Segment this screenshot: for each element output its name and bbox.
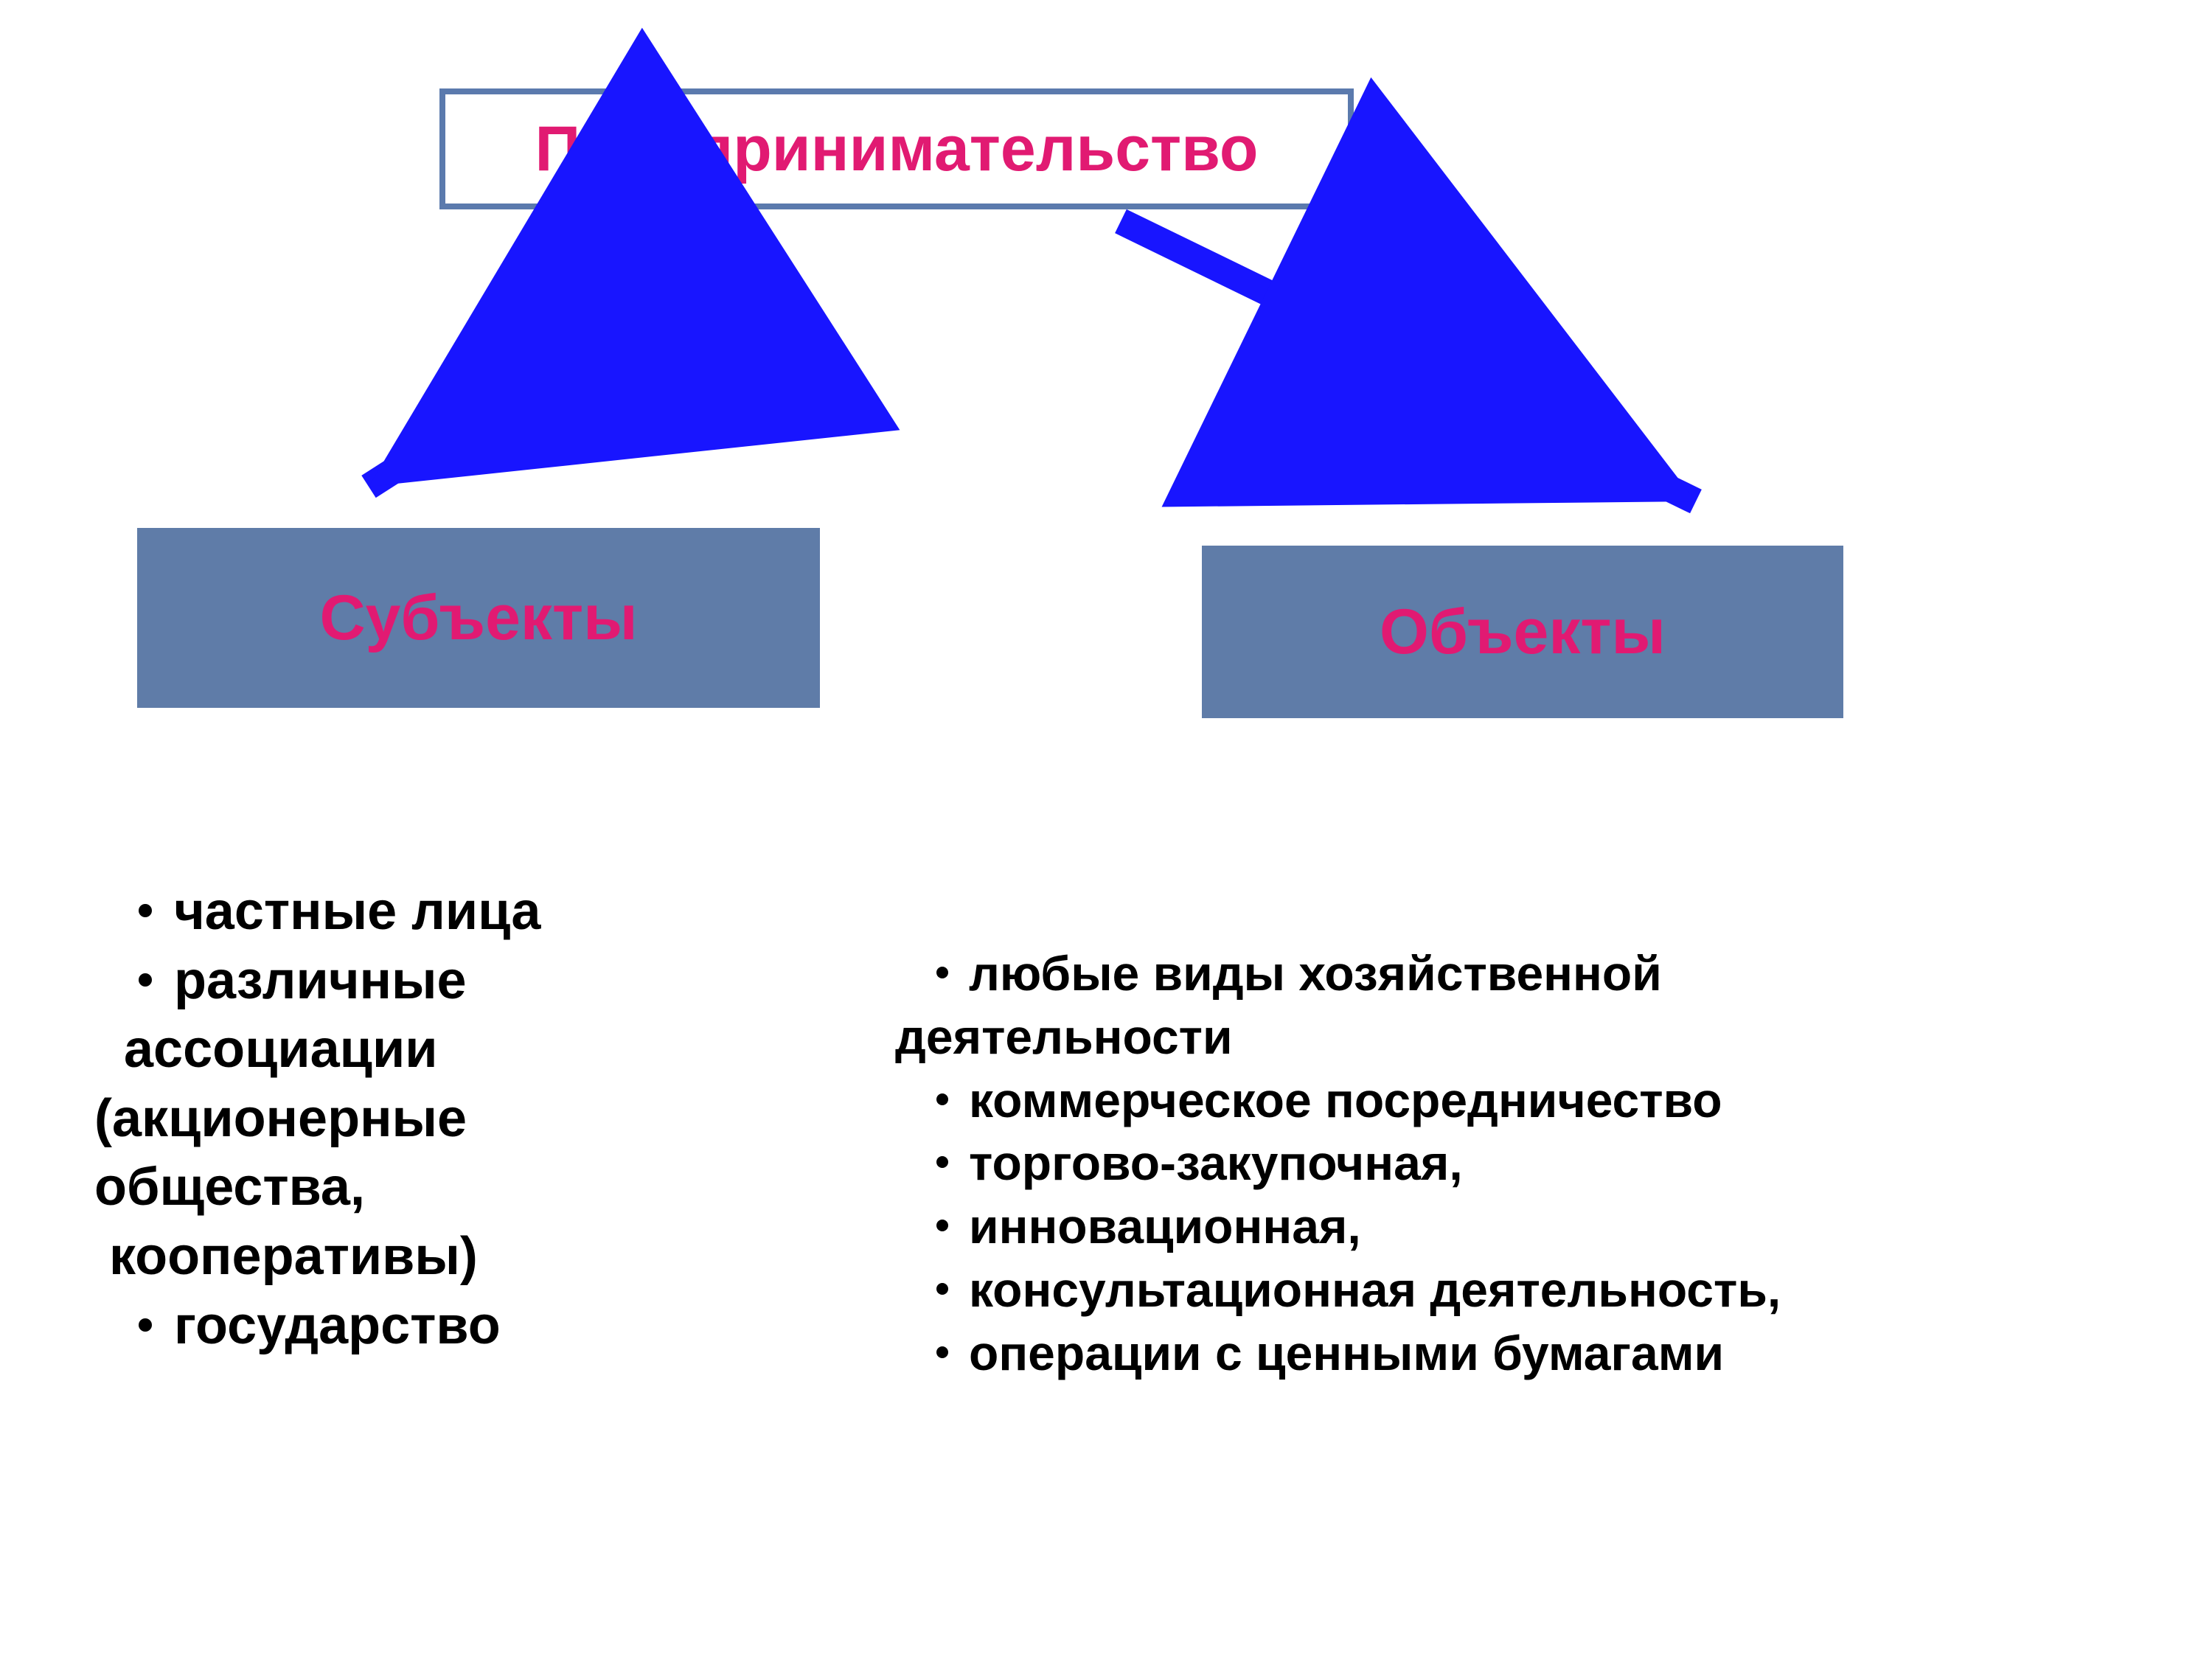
bullet-icon <box>139 904 152 917</box>
list-item: частные лица <box>94 877 540 947</box>
bullet-icon <box>936 1156 948 1168</box>
arrow-left <box>369 232 767 487</box>
list-item-text: любые виды хозяйственной <box>969 942 1781 1006</box>
list-item-continuation: общества, <box>94 1153 540 1222</box>
branch-right-box: Объекты <box>1202 546 1843 718</box>
branch-left-label: Субъекты <box>319 582 637 655</box>
list-item: инновационная, <box>895 1195 1781 1259</box>
list-item-continuation: кооперативы) <box>94 1222 540 1292</box>
list-item-text: консультационная деятельность, <box>969 1259 1781 1322</box>
list-item: торгово-закупочная, <box>895 1132 1781 1195</box>
list-item: любые виды хозяйственной <box>895 942 1781 1006</box>
arrow-right <box>1121 221 1696 501</box>
list-item: консультационная деятельность, <box>895 1259 1781 1322</box>
bullet-list-left: частные лицаразличные ассоциации(акционе… <box>94 877 540 1360</box>
branch-right-label: Объекты <box>1380 596 1666 669</box>
list-item-text: частные лица <box>174 877 540 947</box>
bullet-icon <box>936 1283 948 1295</box>
bullet-icon <box>936 967 948 978</box>
list-item-continuation: ассоциации <box>94 1015 540 1085</box>
arrows-svg <box>0 0 2212 1659</box>
list-item-continuation: (акционерные <box>94 1085 540 1154</box>
branch-left-box: Субъекты <box>137 528 820 708</box>
list-item-text: коммерческое посредничество <box>969 1069 1781 1133</box>
list-item: государство <box>94 1292 540 1361</box>
list-item-text: государство <box>174 1292 540 1361</box>
bullet-icon <box>139 1318 152 1332</box>
list-item: различные <box>94 947 540 1016</box>
list-item: операции с ценными бумагами <box>895 1322 1781 1385</box>
list-item-text: различные <box>174 947 540 1016</box>
list-item-text: торгово-закупочная, <box>969 1132 1781 1195</box>
list-item: коммерческое посредничество <box>895 1069 1781 1133</box>
list-item-text: операции с ценными бумагами <box>969 1322 1781 1385</box>
bullet-list-right: любые виды хозяйственнойдеятельностикомм… <box>895 942 1781 1385</box>
list-item-continuation: деятельности <box>895 1006 1781 1069</box>
list-item-text: инновационная, <box>969 1195 1781 1259</box>
bullet-icon <box>936 1346 948 1358</box>
bullet-icon <box>936 1093 948 1105</box>
bullet-icon <box>936 1220 948 1231</box>
bullet-icon <box>139 973 152 987</box>
